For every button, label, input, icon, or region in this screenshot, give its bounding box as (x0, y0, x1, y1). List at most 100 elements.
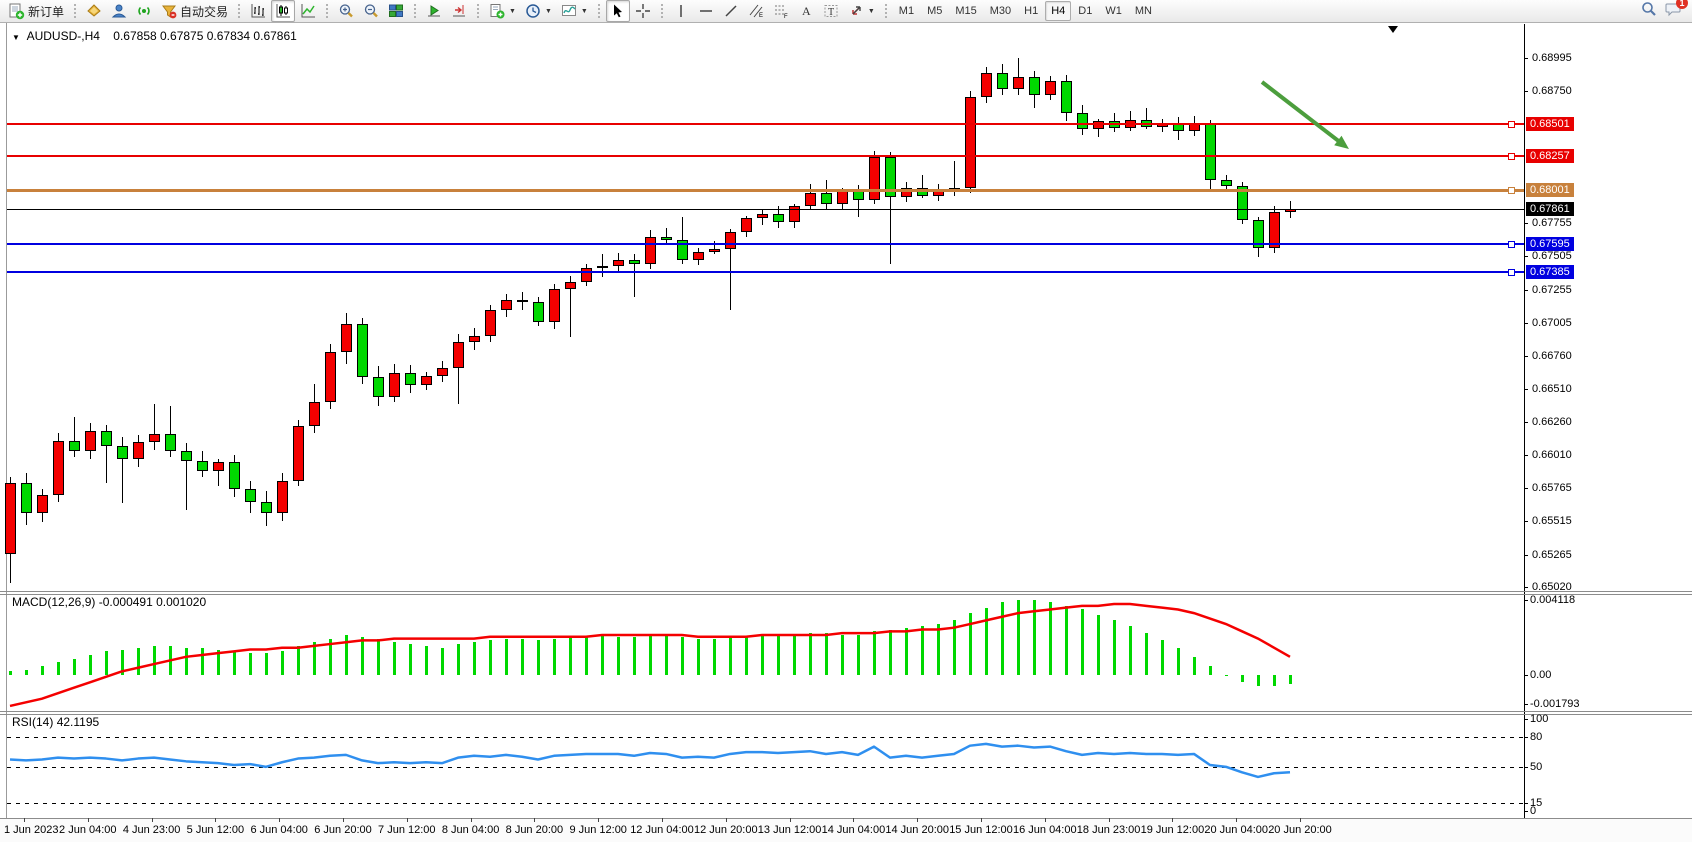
trend-line-button[interactable] (719, 0, 743, 22)
cursor-button[interactable] (605, 0, 630, 22)
time-tick (1172, 818, 1174, 822)
hline-anchor[interactable] (1508, 153, 1515, 161)
zoom-in-button[interactable] (334, 0, 358, 22)
symbol-quote-label[interactable]: ▼ AUDUSD-,H4 0.67858 0.67875 0.67834 0.6… (12, 29, 297, 43)
auto-scroll-button[interactable] (422, 0, 446, 22)
macd-histogram-bar (425, 645, 428, 675)
hline-0.67385[interactable] (7, 271, 1524, 274)
hline-0.67861[interactable] (7, 208, 1524, 210)
time-axis-label: 19 Jun 12:00 (1140, 824, 1205, 836)
auto-trade-icon (161, 3, 177, 19)
hline-anchor[interactable] (1508, 269, 1515, 277)
gold-seal-button[interactable] (82, 0, 106, 22)
price-tick (1524, 322, 1528, 324)
crosshair-button[interactable] (631, 0, 655, 22)
candle-body (1189, 123, 1200, 131)
auto-trading-button[interactable]: 自动交易 (157, 0, 232, 22)
chevron-down-icon: ▼ (867, 7, 875, 15)
price-tick (1524, 587, 1528, 589)
hline-anchor[interactable] (1508, 241, 1515, 249)
text-button[interactable]: A (794, 0, 818, 22)
price-tick-label: 0.67005 (1532, 316, 1572, 329)
price-tick-label: 0.67505 (1532, 250, 1572, 263)
timeframe-h4-button[interactable]: H4 (1045, 1, 1072, 21)
rsi-indicator-label: RSI(14) 42.1195 (12, 715, 100, 729)
new-order-button[interactable]: 新订单 (4, 0, 68, 22)
fibonacci-button[interactable]: F (769, 0, 793, 22)
macd-histogram-bar (1033, 600, 1036, 675)
toolbar-right-group: 1 (1641, 0, 1688, 22)
candle-body (885, 157, 896, 198)
timeframe-m1-button[interactable]: M1 (898, 5, 915, 17)
macd-histogram-bar (809, 633, 812, 675)
templates-icon (489, 3, 505, 19)
new-order-icon (8, 3, 25, 20)
rsi-tick-label: 100 (1530, 713, 1549, 725)
candle-wick (170, 406, 171, 457)
equidistant-channel-button[interactable]: E (744, 0, 768, 22)
annotation-arrow[interactable] (1250, 72, 1390, 182)
time-axis[interactable] (0, 818, 1692, 842)
candlestick-chart-button[interactable] (271, 0, 296, 22)
search-icon[interactable] (1641, 1, 1657, 22)
hline-0.68001[interactable] (7, 189, 1524, 193)
macd-histogram-bar (441, 647, 444, 675)
templates-button[interactable]: ▼ (485, 0, 520, 22)
signals-button[interactable] (132, 0, 156, 22)
hline-0.68257[interactable] (7, 155, 1524, 158)
timeframe-mn-button[interactable]: MN (1134, 5, 1152, 17)
vertical-line-button[interactable] (669, 0, 693, 22)
time-axis-label: 1 Jun 2023 (4, 824, 59, 836)
hline-anchor[interactable] (1508, 120, 1515, 128)
candle-body (405, 372, 416, 385)
time-axis-label: 8 Jun 04:00 (441, 824, 500, 836)
candle-body (277, 480, 288, 513)
chart-shift-button[interactable] (447, 0, 471, 22)
indicators-button[interactable]: ▼ (557, 0, 592, 22)
price-tick (1524, 90, 1528, 92)
price-tick (1524, 388, 1528, 390)
indicators-icon (561, 3, 577, 19)
price-tick-label: 0.66510 (1532, 382, 1572, 395)
macd-histogram-bar (633, 636, 636, 675)
timeframe-w1-button[interactable]: W1 (1105, 5, 1122, 17)
macd-histogram-bar (377, 638, 380, 675)
chevron-down-icon: ▼ (580, 7, 588, 15)
candle-wick (602, 254, 603, 278)
chat-icon[interactable]: 1 (1665, 0, 1688, 22)
chart-shift-marker[interactable] (1388, 26, 1398, 33)
timeframe-h1-button[interactable]: H1 (1024, 5, 1039, 17)
timeframe-d1-button[interactable]: D1 (1078, 5, 1093, 17)
price-tick-label: 0.67755 (1532, 217, 1572, 230)
horizontal-line-button[interactable] (694, 0, 718, 22)
macd-histogram-bar (1081, 609, 1084, 675)
rsi-tick (1524, 811, 1528, 812)
hline-anchor[interactable] (1508, 187, 1515, 195)
candle-body (693, 251, 704, 260)
time-axis-label: 12 Jun 20:00 (693, 824, 758, 836)
price-tick-label: 0.67255 (1532, 283, 1572, 296)
time-axis-label: 7 Jun 12:00 (378, 824, 436, 836)
candle-wick (154, 403, 155, 451)
timeframe-m15-button[interactable]: M15 (955, 5, 977, 17)
candle-body (773, 214, 784, 223)
bar-chart-button[interactable] (246, 0, 270, 22)
arrows-button[interactable]: ▼ (844, 0, 879, 22)
bar-chart-icon (250, 3, 266, 19)
zoom-out-button[interactable] (359, 0, 383, 22)
periods-button[interactable]: ▼ (521, 0, 556, 22)
candle-body (1205, 123, 1216, 180)
timeframe-m30-button[interactable]: M30 (989, 5, 1012, 17)
chevron-down-icon[interactable]: ▼ (12, 33, 20, 42)
timeframe-m5-button[interactable]: M5 (927, 5, 943, 17)
macd-histogram-bar (649, 634, 652, 675)
fibo-icon: F (773, 3, 789, 19)
tile-windows-button[interactable] (384, 0, 408, 22)
text-label-button[interactable]: T (819, 0, 843, 22)
candle-wick (730, 229, 731, 311)
trader-profile-button[interactable] (107, 0, 131, 22)
hline-0.68501[interactable] (7, 122, 1524, 125)
time-axis-label: 9 Jun 12:00 (569, 824, 627, 836)
hline-0.67595[interactable] (7, 243, 1524, 246)
line-chart-button[interactable] (296, 0, 320, 22)
